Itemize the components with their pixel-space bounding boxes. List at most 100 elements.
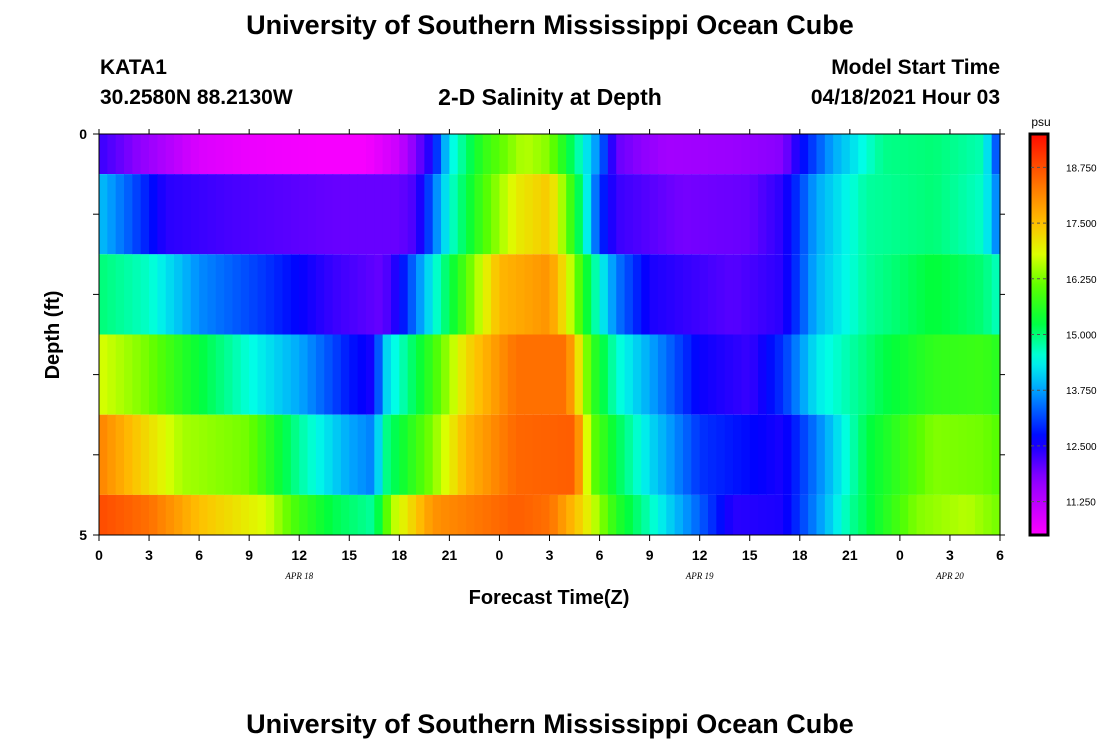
heatmap-cell (874, 174, 884, 255)
heatmap-cell (541, 494, 551, 535)
heatmap-cell (766, 174, 776, 255)
heatmap-cell (799, 414, 809, 495)
heatmap-cell (657, 414, 667, 495)
heatmap-cell (582, 174, 592, 255)
colorbar-tick-label: 13.750 (1066, 386, 1097, 397)
heatmap-cell (524, 254, 534, 335)
heatmap-cell (315, 414, 325, 495)
x-tick-label: 3 (145, 547, 153, 563)
heatmap-cell (499, 134, 509, 175)
heatmap-cell (641, 494, 651, 535)
heatmap-cell (290, 174, 300, 255)
heatmap-cell (382, 494, 392, 535)
heatmap-cell (432, 174, 442, 255)
heatmap-cell (691, 494, 701, 535)
heatmap-cell (182, 174, 192, 255)
heatmap-cell (641, 134, 651, 175)
heatmap-cell (282, 414, 292, 495)
heatmap-cell (891, 414, 901, 495)
heatmap-cell (491, 254, 501, 335)
heatmap-cell (407, 174, 417, 255)
heatmap-cell (449, 414, 459, 495)
heatmap-cell (991, 174, 1001, 255)
page-title: University of Southern Mississippi Ocean… (246, 10, 854, 40)
heatmap-cell (599, 334, 609, 415)
heatmap-cell (207, 494, 217, 535)
heatmap-cell (115, 414, 125, 495)
heatmap-cell (432, 254, 442, 335)
heatmap-cell (824, 414, 834, 495)
heatmap-cell (666, 134, 676, 175)
heatmap-cell (466, 254, 476, 335)
heatmap-cell (591, 334, 601, 415)
heatmap-cell (340, 414, 350, 495)
heatmap-cell (516, 414, 526, 495)
heatmap-cell (240, 414, 250, 495)
heatmap-cell (566, 494, 576, 535)
heatmap-cell (607, 414, 617, 495)
heatmap-cell (132, 134, 142, 175)
heatmap-cell (265, 254, 275, 335)
heatmap-cell (466, 334, 476, 415)
heatmap-cell (541, 174, 551, 255)
heatmap-cell (274, 494, 284, 535)
heatmap-cell (724, 414, 734, 495)
heatmap-cell (299, 254, 309, 335)
heatmap-cell (632, 334, 642, 415)
heatmap-cell (357, 134, 367, 175)
heatmap-cell (749, 174, 759, 255)
heatmap-cell (958, 174, 968, 255)
heatmap-cell (808, 334, 818, 415)
heatmap-cell (774, 134, 784, 175)
heatmap-cell (274, 174, 284, 255)
heatmap-cell (983, 414, 993, 495)
heatmap-cell (749, 334, 759, 415)
heatmap-cell (349, 494, 359, 535)
heatmap-cell (99, 414, 108, 495)
heatmap-cell (324, 414, 334, 495)
heatmap-cell (390, 134, 400, 175)
heatmap-cell (858, 494, 868, 535)
heatmap-cell (199, 254, 209, 335)
heatmap-cell (357, 494, 367, 535)
heatmap-cell (274, 134, 284, 175)
heatmap-cell (983, 334, 993, 415)
heatmap-cell (157, 134, 167, 175)
heatmap-cell (557, 494, 567, 535)
heatmap-cell (566, 334, 576, 415)
heatmap-cell (949, 174, 959, 255)
x-axis: 0 3 6 9 12 15 18 21 0 3 6 9 12 15 18 21 0 3 6 APR 18 APR 19 A… (95, 129, 1004, 581)
heatmap-cell (132, 414, 142, 495)
heatmap-cell (991, 134, 1001, 175)
heatmap-cell (866, 174, 876, 255)
heatmap-cell (924, 494, 934, 535)
heatmap-cell (374, 254, 384, 335)
heatmap-cell (783, 334, 793, 415)
heatmap-cell (232, 134, 242, 175)
heatmap-cell (883, 134, 893, 175)
heatmap-cell (941, 494, 951, 535)
heatmap-cell (941, 334, 951, 415)
heatmap-cell (833, 334, 843, 415)
heatmap-cell (849, 494, 859, 535)
heatmap-cell (457, 254, 467, 335)
heatmap-cell (899, 414, 909, 495)
heatmap-cell (365, 254, 375, 335)
heatmap-cell (858, 134, 868, 175)
heatmap-cell (441, 174, 450, 255)
heatmap-cell (566, 134, 576, 175)
heatmap-cell (99, 134, 108, 175)
heatmap-cell (215, 334, 225, 415)
heatmap-cell (407, 494, 417, 535)
heatmap-cell (190, 414, 200, 495)
heatmap-cell (591, 174, 601, 255)
heatmap-cell (774, 334, 784, 415)
heatmap-cell (724, 494, 734, 535)
heatmap-cell (482, 414, 492, 495)
heatmap-cell (499, 414, 509, 495)
x-tick-label: 0 (95, 547, 103, 563)
heatmap-cell (624, 494, 634, 535)
station-id: KATA1 (100, 56, 167, 79)
heatmap-cell (207, 174, 217, 255)
